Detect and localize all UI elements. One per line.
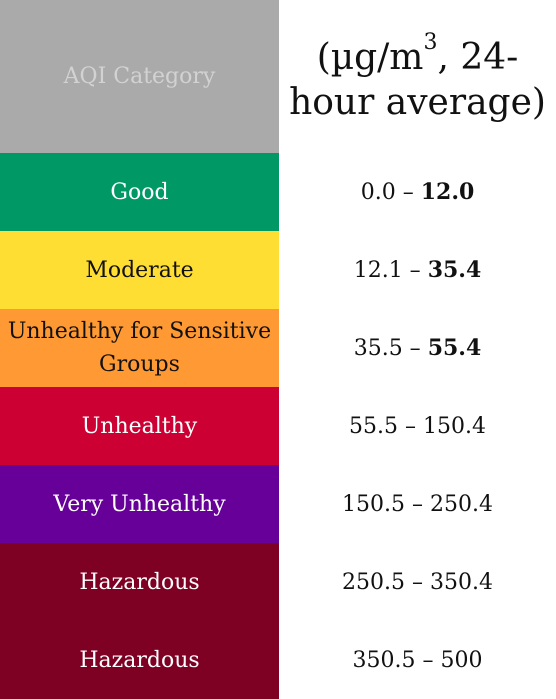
range-low: 12.1 bbox=[353, 257, 403, 283]
category-label: Good bbox=[110, 179, 169, 205]
range-high: 12.0 bbox=[420, 179, 475, 205]
value-cell-hazardous: 250.5 – 350.4 bbox=[279, 543, 556, 621]
value-cell-moderate: 12.1 – 35.4 bbox=[279, 231, 556, 309]
range-dash: – bbox=[415, 647, 441, 673]
range-low: 150.5 bbox=[342, 491, 405, 517]
value-header-text: (µg/m3, 24- hour average) bbox=[289, 29, 546, 125]
range-high: 55.4 bbox=[427, 335, 482, 361]
category-header-label: AQI Category bbox=[63, 64, 216, 89]
value-cell-good: 0.0 – 12.0 bbox=[279, 153, 556, 231]
category-label: Hazardous bbox=[79, 647, 200, 673]
range-high: 250.4 bbox=[430, 491, 493, 517]
category-label: Hazardous bbox=[79, 569, 200, 595]
category-label: Moderate bbox=[85, 257, 194, 283]
category-cell-hazardous: Hazardous bbox=[0, 543, 279, 621]
value-cell-unhealthy-sensitive: 35.5 – 55.4 bbox=[279, 309, 556, 387]
value-cell-very-unhealthy: 150.5 – 250.4 bbox=[279, 465, 556, 543]
category-cell-hazardous-2: Hazardous bbox=[0, 621, 279, 699]
value-header-prefix: (µg/m bbox=[316, 36, 424, 78]
category-label: Unhealthy bbox=[81, 413, 198, 439]
range-high: 35.4 bbox=[427, 257, 482, 283]
range-high: 350.4 bbox=[430, 569, 493, 595]
range-low: 250.5 bbox=[342, 569, 405, 595]
range-dash: – bbox=[405, 491, 430, 517]
range-high: 150.4 bbox=[423, 413, 486, 439]
category-cell-good: Good bbox=[0, 153, 279, 231]
range-dash: – bbox=[395, 179, 421, 205]
range-high: 500 bbox=[440, 647, 483, 673]
value-header-superscript: 3 bbox=[423, 29, 438, 55]
category-label: Unhealthy for Sensitive Groups bbox=[7, 319, 272, 377]
category-cell-very-unhealthy: Very Unhealthy bbox=[0, 465, 279, 543]
value-cell-hazardous-2: 350.5 – 500 bbox=[279, 621, 556, 699]
range-low: 350.5 bbox=[352, 647, 416, 673]
category-cell-moderate: Moderate bbox=[0, 231, 279, 309]
value-header-line2: hour average) bbox=[289, 81, 546, 123]
range-dash: – bbox=[402, 257, 428, 283]
range-low: 35.5 bbox=[353, 335, 403, 361]
category-cell-unhealthy: Unhealthy bbox=[0, 387, 279, 465]
category-label: Very Unhealthy bbox=[53, 491, 226, 517]
range-dash: – bbox=[402, 335, 428, 361]
value-header-suffix: , 24- bbox=[437, 36, 519, 78]
category-column-header: AQI Category bbox=[0, 0, 279, 153]
range-low: 0.0 bbox=[360, 179, 396, 205]
range-dash: – bbox=[398, 413, 423, 439]
range-low: 55.5 bbox=[349, 413, 398, 439]
category-cell-unhealthy-sensitive: Unhealthy for Sensitive Groups bbox=[0, 309, 279, 387]
range-dash: – bbox=[405, 569, 430, 595]
value-column-header: (µg/m3, 24- hour average) bbox=[279, 0, 556, 153]
value-cell-unhealthy: 55.5 – 150.4 bbox=[279, 387, 556, 465]
